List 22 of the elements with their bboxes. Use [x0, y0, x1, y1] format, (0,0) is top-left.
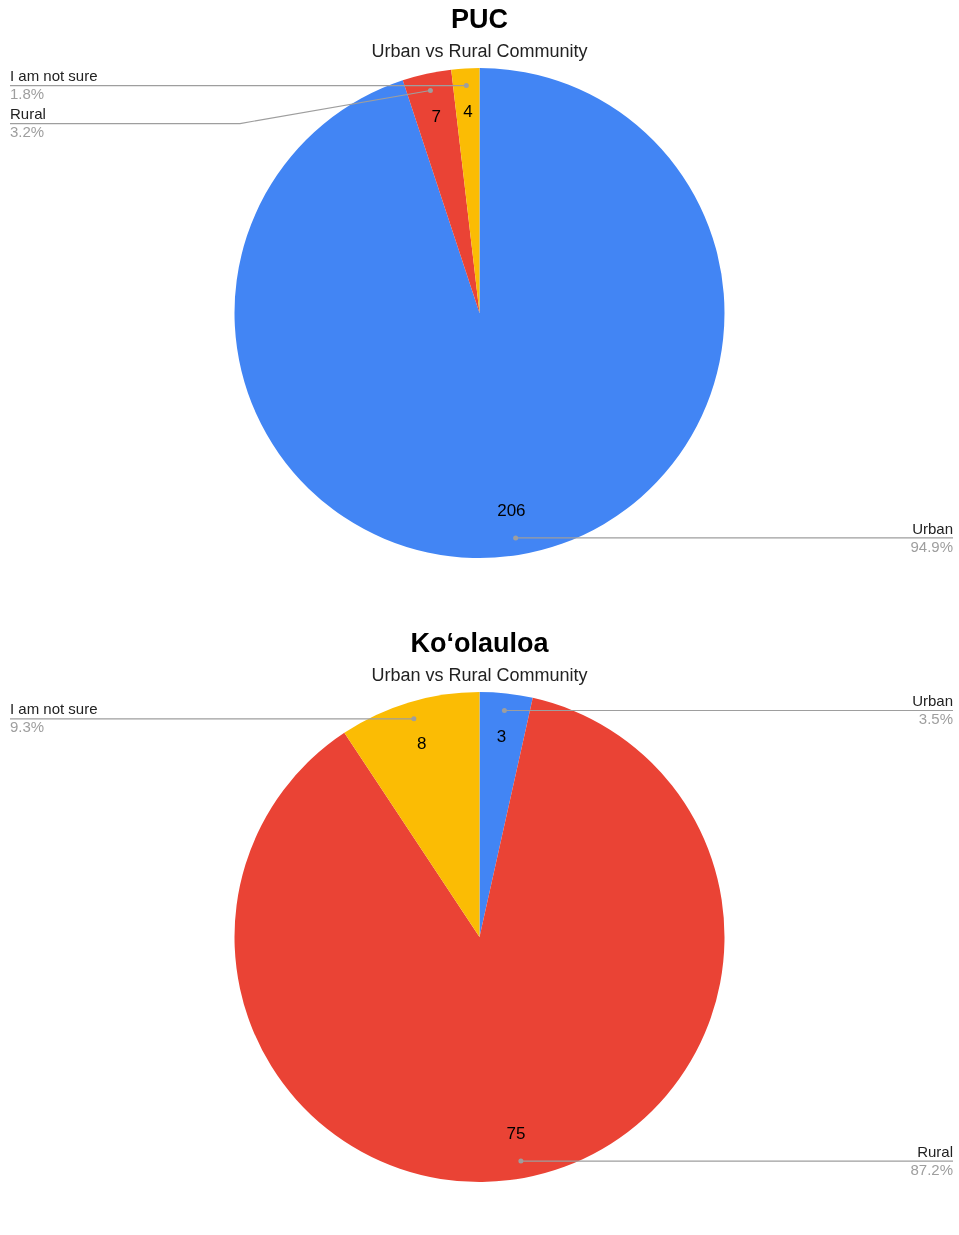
slice-label: Urban: [912, 692, 953, 710]
text: 94.9%: [910, 537, 953, 555]
slice-label: I am not sure: [10, 700, 98, 718]
data-label: 8: [416, 734, 427, 754]
chart-subtitle: Urban vs Rural Community: [370, 665, 589, 686]
text: 9.3%: [10, 718, 45, 736]
slice-label: Rural: [917, 1142, 953, 1160]
data-label: 206: [497, 501, 526, 521]
text: 3.2%: [10, 123, 45, 141]
chart-subtitle: Urban vs Rural Community: [370, 41, 589, 62]
slice-label: I am not sure: [10, 67, 98, 85]
chart-title: PUC: [450, 3, 509, 35]
text: 3.5%: [918, 710, 953, 728]
slice-label: Rural: [10, 105, 46, 123]
data-label: 7: [431, 106, 441, 126]
text: 1.8%: [10, 85, 45, 103]
data-label: 3: [496, 726, 507, 746]
data-label: 75: [506, 1124, 526, 1144]
slice-label: Urban: [912, 519, 953, 537]
chart-title: Koʻolauloa: [409, 627, 550, 659]
data-label: 4: [463, 102, 473, 122]
text: 87.2%: [910, 1160, 953, 1178]
